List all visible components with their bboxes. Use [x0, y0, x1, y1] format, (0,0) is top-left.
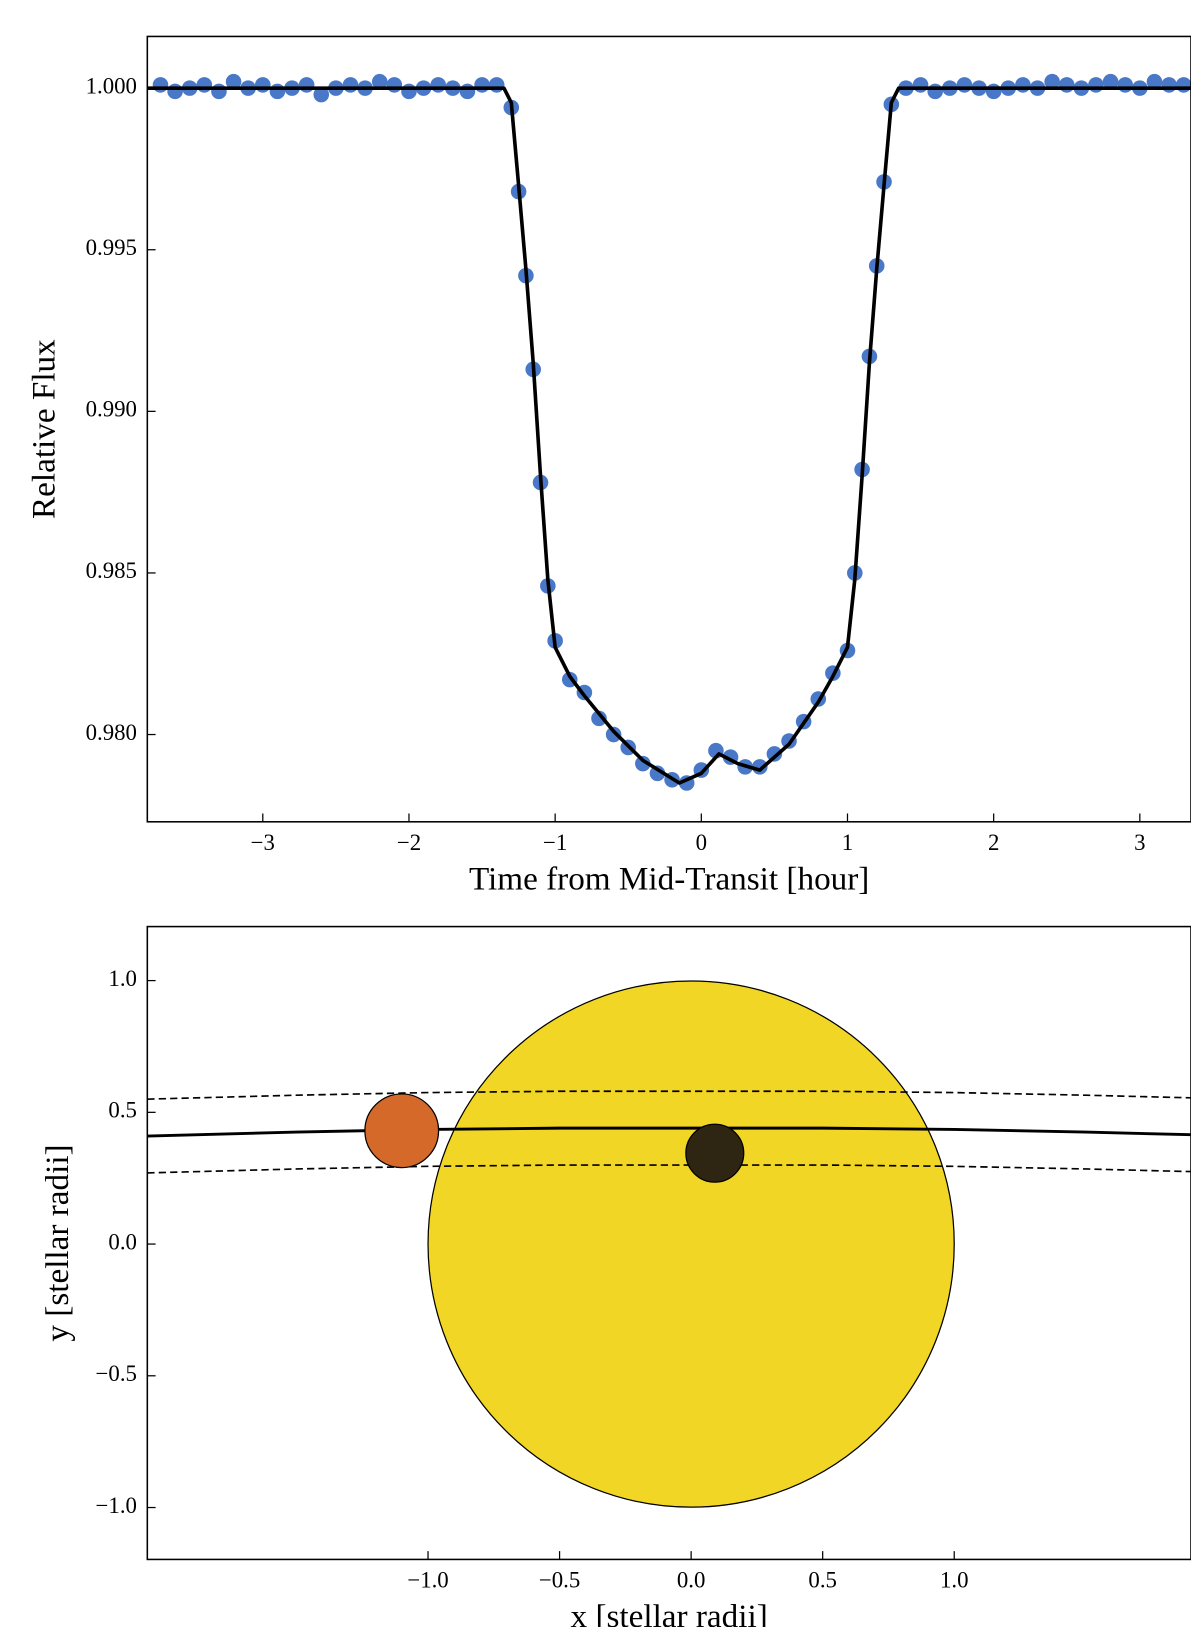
- data-point: [225, 73, 242, 90]
- data-point: [459, 83, 476, 100]
- y-tick-label: 1.000: [86, 73, 137, 98]
- data-point: [313, 86, 330, 103]
- data-point: [1058, 77, 1075, 93]
- planet: [685, 1123, 745, 1183]
- data-point: [298, 77, 315, 93]
- data-point: [152, 77, 169, 93]
- y-tick-label: 0.995: [86, 235, 137, 260]
- x-tick-label: −0.5: [539, 1567, 580, 1592]
- y-tick-label: 0.985: [86, 558, 137, 583]
- data-point: [488, 77, 505, 93]
- data-point: [927, 83, 943, 100]
- y-tick-label: 0.980: [86, 720, 137, 745]
- y-tick-label: 0.990: [86, 397, 137, 422]
- y-axis-label: y [stellar radii]: [39, 1144, 76, 1341]
- data-point: [401, 83, 417, 100]
- data-point: [956, 77, 973, 93]
- data-point: [1175, 77, 1191, 93]
- data-point: [605, 726, 622, 743]
- x-tick-label: 2: [988, 830, 999, 855]
- data-point: [269, 83, 286, 100]
- x-tick-label: −2: [397, 830, 421, 855]
- x-tick-label: 0.0: [677, 1567, 706, 1592]
- x-tick-label: 1: [842, 830, 853, 855]
- x-tick-label: −1: [543, 830, 567, 855]
- data-point: [985, 83, 1002, 100]
- orbit-path: [147, 1090, 1191, 1100]
- data-point: [1117, 77, 1134, 93]
- x-tick-label: −3: [251, 830, 275, 855]
- data-point: [1102, 73, 1119, 90]
- data-point: [196, 77, 213, 93]
- data-point: [912, 77, 929, 93]
- orbit-path: [147, 1126, 1191, 1138]
- plot-area: [147, 73, 1191, 791]
- data-point: [1088, 77, 1104, 93]
- data-point: [167, 83, 183, 100]
- y-tick-label: 0.5: [108, 1098, 137, 1123]
- plot-area: [147, 980, 1191, 1508]
- data-point: [1044, 73, 1060, 90]
- x-tick-label: 0: [696, 830, 707, 855]
- star: [427, 980, 955, 1508]
- data-point: [386, 77, 403, 93]
- data-point: [649, 765, 666, 782]
- data-point: [1146, 73, 1163, 90]
- model-line: [147, 86, 1191, 785]
- data-point: [342, 77, 359, 93]
- y-tick-label: −1.0: [96, 1493, 137, 1518]
- y-tick-label: 0.0: [108, 1229, 137, 1254]
- planet: [364, 1093, 440, 1169]
- data-point: [474, 77, 490, 93]
- x-axis-label: x [stellar radii]: [571, 1598, 768, 1627]
- data-point: [591, 710, 607, 727]
- data-point: [635, 755, 651, 772]
- x-axis-label: Time from Mid-Transit [hour]: [469, 861, 869, 898]
- orbit-path: [147, 1164, 1191, 1174]
- axes-frame: [146, 925, 1191, 1561]
- axes-frame: [146, 35, 1191, 823]
- data-point: [430, 77, 446, 93]
- y-tick-label: 1.0: [108, 966, 137, 991]
- x-tick-label: 1.0: [940, 1567, 969, 1592]
- data-point: [211, 83, 227, 100]
- y-tick-label: −0.5: [96, 1361, 137, 1386]
- data-point: [255, 77, 271, 93]
- x-tick-label: 0.5: [808, 1567, 837, 1592]
- data-point: [766, 746, 783, 762]
- x-tick-label: 3: [1134, 830, 1145, 855]
- data-point: [1161, 77, 1177, 93]
- data-point: [1015, 77, 1031, 93]
- x-tick-label: −1.0: [407, 1567, 448, 1592]
- y-axis-label: Relative Flux: [25, 339, 62, 519]
- data-point: [371, 73, 388, 90]
